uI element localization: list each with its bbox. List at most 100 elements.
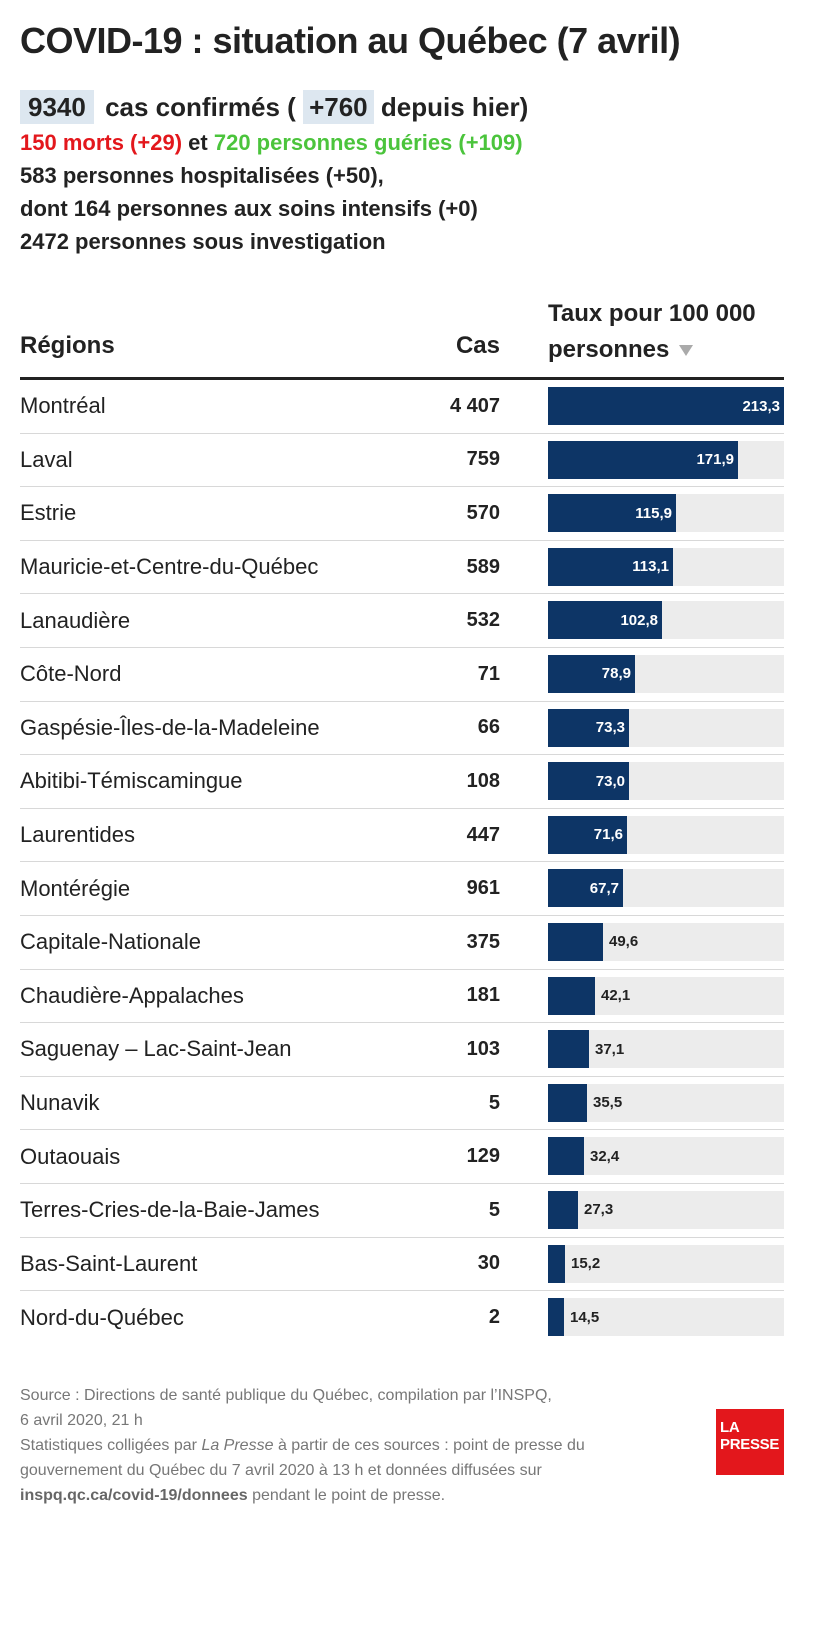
table-row: Capitale-Nationale 375 49,6 <box>20 916 784 970</box>
table-row: Mauricie-et-Centre-du-Québec 589 113,1 <box>20 541 784 595</box>
case-count: 570 <box>466 501 500 524</box>
logo-line-1: LA <box>720 1419 740 1436</box>
case-count: 589 <box>466 555 500 578</box>
rate-value-label: 115,9 <box>635 504 672 522</box>
table-row: Nord-du-Québec 2 14,5 <box>20 1291 784 1345</box>
rate-bar <box>548 601 662 640</box>
rate-value-label: 171,9 <box>696 451 734 469</box>
bar-track: 49,6 <box>548 922 784 961</box>
region-name: Montérégie <box>20 875 131 901</box>
rate-bar <box>548 976 595 1015</box>
table-row: Chaudière-Appalaches 181 42,1 <box>20 970 784 1024</box>
bar-track: 35,5 <box>548 1083 784 1122</box>
sort-descending-icon[interactable] <box>679 345 694 357</box>
region-name: Bas-Saint-Laurent <box>20 1250 198 1276</box>
table-row: Montérégie 961 67,7 <box>20 862 784 916</box>
column-header-regions: Régions <box>20 332 115 359</box>
rate-bar <box>548 1190 578 1229</box>
rate-header-label: Taux pour 100 000 personnes <box>548 300 756 363</box>
source-line: Source : Directions de santé publique du… <box>20 1387 552 1404</box>
case-count: 5 <box>488 1091 500 1114</box>
bar-track: 171,9 <box>548 440 784 479</box>
case-count: 532 <box>466 609 500 632</box>
bar-track: 113,1 <box>548 547 784 586</box>
rate-bar <box>548 654 635 693</box>
region-name: Abitibi-Témiscamingue <box>20 768 243 794</box>
rate-bar <box>548 869 623 908</box>
bar-track: 73,0 <box>548 762 784 801</box>
region-name: Laurentides <box>20 822 135 848</box>
rate-value-label: 14,5 <box>570 1308 600 1326</box>
region-name: Capitale-Nationale <box>20 929 201 955</box>
rate-bar <box>548 1298 564 1337</box>
hospitalized-text: 583 personnes hospitalisées (+50), <box>20 163 384 188</box>
bar-track: 14,5 <box>548 1298 784 1337</box>
rate-bar <box>548 708 629 747</box>
bar-track: 27,3 <box>548 1190 784 1229</box>
rate-value-label: 102,8 <box>620 611 658 629</box>
rate-bar <box>548 547 673 586</box>
case-count: 447 <box>466 823 500 846</box>
stats-suffix: pendant le point de presse. <box>252 1487 446 1504</box>
rate-value-label: 213,3 <box>742 397 780 415</box>
footer-notes: Source : Directions de santé publique du… <box>20 1383 660 1508</box>
chart-rows: Montréal 4 407 213,3 Laval 759 171,9 Estrie 570… <box>20 380 784 1345</box>
column-header-rate[interactable]: Taux pour 100 000 personnes <box>548 296 818 368</box>
rate-bar <box>548 1030 589 1069</box>
region-name: Saguenay – Lac-Saint-Jean <box>20 1036 292 1062</box>
rate-bar <box>548 762 629 801</box>
rate-value-label: 113,1 <box>632 558 669 576</box>
rate-value-label: 67,7 <box>589 879 619 897</box>
case-count: 759 <box>466 448 500 471</box>
rate-value-label: 73,0 <box>595 772 625 790</box>
table-row: Outaouais 129 32,4 <box>20 1130 784 1184</box>
rate-value-label: 15,2 <box>571 1255 601 1272</box>
table-row: Saguenay – Lac-Saint-Jean 103 37,1 <box>20 1023 784 1077</box>
table-row: Terres-Cries-de-la-Baie-James 5 27,3 <box>20 1184 784 1238</box>
confirmed-delta: +760 <box>303 90 374 124</box>
table-row: Nunavik 5 35,5 <box>20 1077 784 1131</box>
rate-value-label: 37,1 <box>595 1040 625 1058</box>
rate-value-label: 71,6 <box>593 826 623 844</box>
la-presse-logo: LA PRESSE <box>716 1409 784 1475</box>
deaths-text: 150 morts (+29) <box>20 130 183 155</box>
region-name: Estrie <box>20 500 77 526</box>
case-count: 4 407 <box>449 394 500 417</box>
case-count: 30 <box>477 1252 500 1275</box>
header-divider <box>20 377 784 380</box>
rate-value-label: 42,1 <box>601 987 631 1005</box>
logo-line-2: PRESSE <box>720 1436 780 1453</box>
rate-bar <box>548 1083 587 1122</box>
stats-middle: à partir de ces sources : point de press… <box>20 1437 585 1479</box>
rate-value-label: 78,9 <box>601 665 631 683</box>
table-row: Gaspésie-Îles-de-la-Madeleine 66 73,3 <box>20 702 784 756</box>
case-count: 103 <box>466 1037 500 1060</box>
table-row: Estrie 570 115,9 <box>20 487 784 541</box>
rate-value-label: 32,4 <box>590 1147 620 1165</box>
bar-track: 15,2 <box>548 1244 784 1283</box>
rate-bar <box>548 815 627 854</box>
investigation-text: 2472 personnes sous investigation <box>20 229 386 254</box>
rate-bar <box>548 1244 565 1283</box>
bar-track: 32,4 <box>548 1137 784 1176</box>
rate-bar <box>548 440 738 479</box>
stats-note: Statistiques colligées par La Presse à p… <box>20 1433 660 1508</box>
table-row: Lanaudière 532 102,8 <box>20 594 784 648</box>
stats-url: inspq.qc.ca/covid-19/donnees <box>20 1487 248 1504</box>
case-count: 5 <box>488 1198 500 1221</box>
bar-track: 102,8 <box>548 601 784 640</box>
region-name: Laval <box>20 446 73 472</box>
case-count: 66 <box>477 716 500 739</box>
table-row: Laval 759 171,9 <box>20 434 784 488</box>
confirmed-count: 9340 <box>20 90 94 124</box>
confirmed-line: 9340 cas confirmés ( +760 depuis hier) <box>20 88 820 126</box>
region-name: Lanaudière <box>20 607 131 633</box>
table-row: Montréal 4 407 213,3 <box>20 380 784 434</box>
intensive-care-text: dont 164 personnes aux soins intensifs (… <box>20 196 478 221</box>
case-count: 71 <box>477 662 500 685</box>
case-count: 129 <box>466 1145 500 1168</box>
rate-bar <box>548 1137 584 1176</box>
rate-bar <box>548 922 603 961</box>
bar-track: 37,1 <box>548 1030 784 1069</box>
region-name: Outaouais <box>20 1143 121 1169</box>
